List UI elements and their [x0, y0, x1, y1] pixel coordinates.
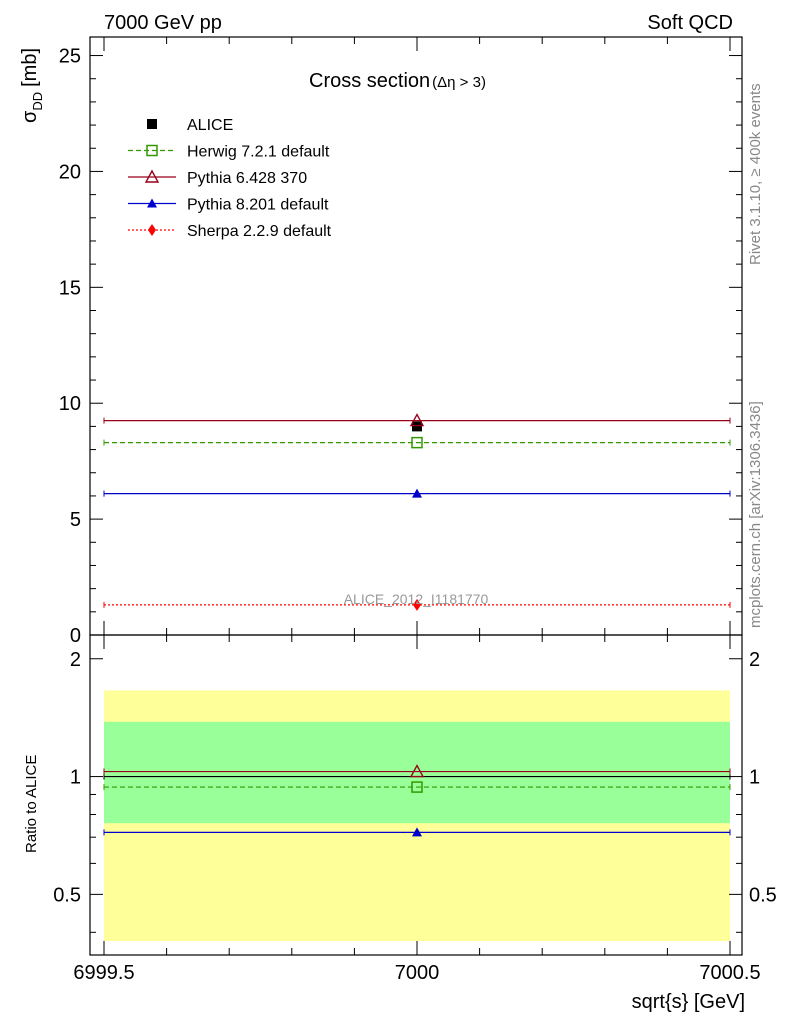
legend-label-herwig-7-2-1-default: Herwig 7.2.1 default: [187, 144, 330, 161]
legend-label-pythia-6-428-370: Pythia 6.428 370: [187, 170, 307, 187]
main-ytick-label: 20: [59, 161, 81, 183]
data-point-alice: [412, 421, 422, 432]
analysis-watermark: ALICE_2012_I1181770: [344, 591, 489, 607]
legend-marker-pythia-6-428-370: [144, 169, 160, 183]
data-point-sherpa-2-2-9-default: [413, 598, 421, 611]
ratio-series-group: [103, 764, 731, 837]
main-ytick-label: 0: [70, 625, 81, 647]
ratio-frame: [89, 634, 743, 956]
x-tick-label: 7000.5: [699, 962, 760, 984]
legend-marker-sherpa-2-2-9-default: [148, 224, 156, 236]
ratio-plot-area: 6999.5 7000 7000.5 0.5 0.5 1 1 2 2: [53, 634, 777, 984]
legend-label-pythia-8-201-default: Pythia 8.201 default: [187, 197, 329, 214]
chart-title-sub: (Δη > 3): [432, 74, 486, 91]
rivet-label: Rivet 3.1.10, ≥ 400k events: [747, 83, 764, 265]
ratio-point-herwig-7-2-1-default: [411, 781, 423, 793]
ratio-ytick-label-right: 2: [749, 649, 760, 671]
legend-marker-alice: [147, 119, 157, 129]
main-ytick-label: 10: [59, 393, 81, 415]
legend-label-alice: ALICE: [187, 117, 233, 134]
main-ylabel-unit: [mb]: [19, 48, 41, 87]
header-right: Soft QCD: [647, 12, 733, 34]
svg-text:σDD[mb]: σDD [mb]: [19, 48, 45, 123]
main-ytick-label: 15: [59, 277, 81, 299]
legend-marker-pythia-8-201-default: [147, 198, 157, 208]
main-series-group: [103, 413, 731, 611]
ratio-ytick-label-right: 1: [749, 767, 760, 789]
legend-label-sherpa-2-2-9-default: Sherpa 2.2.9 default: [187, 223, 332, 240]
ratio-point-pythia-8-201-default: [412, 827, 422, 837]
header-left: 7000 GeV pp: [104, 12, 222, 34]
ratio-ytick-label-right: 0.5: [749, 884, 777, 906]
data-point-pythia-8-201-default: [412, 488, 422, 498]
x-tick-label: 7000: [395, 962, 440, 984]
main-ylabel-sub: DD: [30, 92, 45, 111]
chart-title: Cross section (Δη > 3): [309, 70, 486, 92]
main-plot-area: 0 5 10 15 20 25: [59, 36, 743, 647]
main-ylabel-symbol: σ: [19, 110, 41, 123]
ratio-point-pythia-6-428-370: [409, 764, 425, 778]
ratio-band-inner: [104, 721, 730, 824]
main-ytick-label: 25: [59, 46, 81, 68]
ratio-ytick-label-left: 0.5: [53, 884, 81, 906]
x-tick-label: 6999.5: [73, 962, 134, 984]
ratio-ytick-label-left: 2: [70, 649, 81, 671]
data-point-herwig-7-2-1-default: [411, 436, 423, 449]
ratio-ylabel: Ratio to ALICE: [23, 755, 40, 853]
data-point-pythia-6-428-370: [409, 413, 425, 427]
mcplots-label: mcplots.cern.ch [arXiv:1306.3436]: [747, 401, 764, 628]
ratio-ytick-label-left: 1: [70, 767, 81, 789]
legend-marker-herwig-7-2-1-default: [146, 144, 158, 157]
main-ylabel: σDD [mb]: [19, 48, 45, 123]
main-ytick-label: 5: [70, 509, 81, 531]
chart-title-main: Cross section: [309, 70, 430, 92]
x-axis-label: sqrt{s} [GeV]: [632, 991, 745, 1013]
legend: ALICE Herwig 7.2.1 default Pythia 6.428 37…: [128, 117, 332, 240]
